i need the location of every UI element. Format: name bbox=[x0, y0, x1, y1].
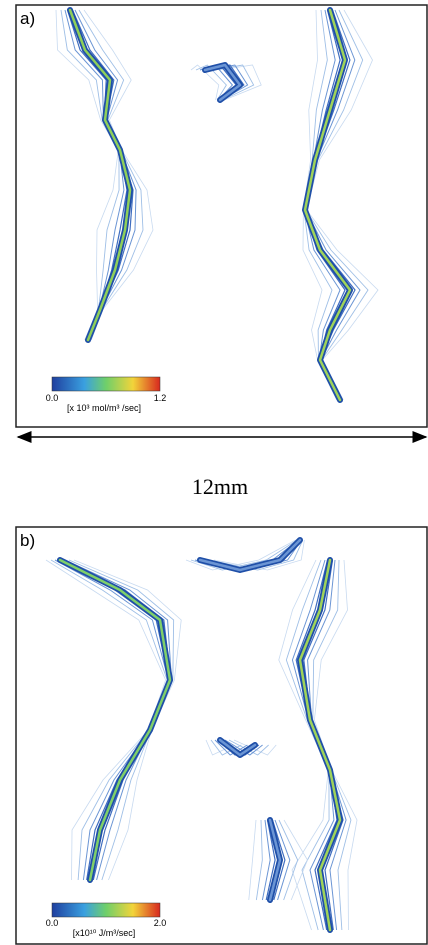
contour-line bbox=[190, 64, 220, 101]
colorbar-max: 1.2 bbox=[154, 393, 167, 403]
scale-label: 12mm bbox=[192, 474, 248, 499]
contour-line bbox=[67, 7, 133, 343]
contour-line bbox=[268, 818, 282, 902]
contour-line bbox=[64, 9, 125, 341]
contour-line bbox=[202, 62, 243, 103]
contour-line bbox=[305, 9, 361, 401]
contour-line bbox=[218, 738, 257, 757]
contour-line bbox=[60, 9, 120, 341]
contour-line bbox=[303, 9, 341, 401]
contour-plot bbox=[55, 7, 379, 403]
contour-line bbox=[278, 819, 299, 901]
contour-plot bbox=[45, 537, 358, 933]
panel-frame bbox=[15, 526, 428, 945]
contour-line bbox=[218, 64, 262, 101]
contour-line bbox=[233, 739, 277, 756]
contour-line bbox=[78, 9, 144, 341]
contour-line bbox=[68, 8, 132, 342]
contour-line bbox=[306, 9, 379, 401]
contour-line bbox=[303, 8, 352, 402]
contour-line bbox=[83, 9, 154, 341]
colorbar bbox=[51, 376, 161, 392]
contour-line bbox=[274, 819, 291, 901]
contour-line bbox=[261, 819, 271, 901]
contour-line bbox=[228, 739, 269, 756]
contour-line bbox=[265, 819, 276, 901]
contour-line bbox=[208, 539, 304, 571]
colorbar bbox=[51, 902, 161, 918]
panel-frame bbox=[15, 4, 428, 428]
contour-line bbox=[74, 9, 137, 341]
contour-line bbox=[298, 558, 342, 932]
colorbar-min: 0.0 bbox=[46, 393, 59, 403]
contour-line bbox=[305, 9, 369, 401]
contour-line bbox=[283, 819, 308, 901]
contour-line bbox=[68, 559, 175, 881]
panel-label: b) bbox=[20, 531, 35, 550]
colorbar-unit: [x 10³ mol/m³ /sec] bbox=[67, 403, 141, 413]
contour-line bbox=[214, 739, 248, 756]
colorbar-unit: [x10¹⁰ J/m³/sec] bbox=[73, 928, 136, 938]
colorbar-min: 0.0 bbox=[46, 918, 59, 928]
contour-line bbox=[58, 558, 172, 882]
colorbar-max: 2.0 bbox=[154, 918, 167, 928]
contour-line bbox=[185, 539, 296, 571]
panel-label: a) bbox=[20, 9, 35, 28]
contour-line bbox=[203, 63, 242, 102]
contour-line bbox=[271, 819, 286, 901]
contour-line bbox=[190, 539, 298, 571]
contour-line bbox=[302, 9, 338, 401]
contour-line bbox=[303, 9, 339, 401]
contour-line bbox=[198, 538, 302, 572]
contour-line bbox=[224, 739, 263, 756]
contour-line bbox=[255, 819, 263, 901]
contour-line bbox=[55, 9, 119, 341]
contour-line bbox=[213, 539, 305, 571]
contour-line bbox=[248, 819, 257, 901]
contour-line bbox=[195, 64, 227, 101]
